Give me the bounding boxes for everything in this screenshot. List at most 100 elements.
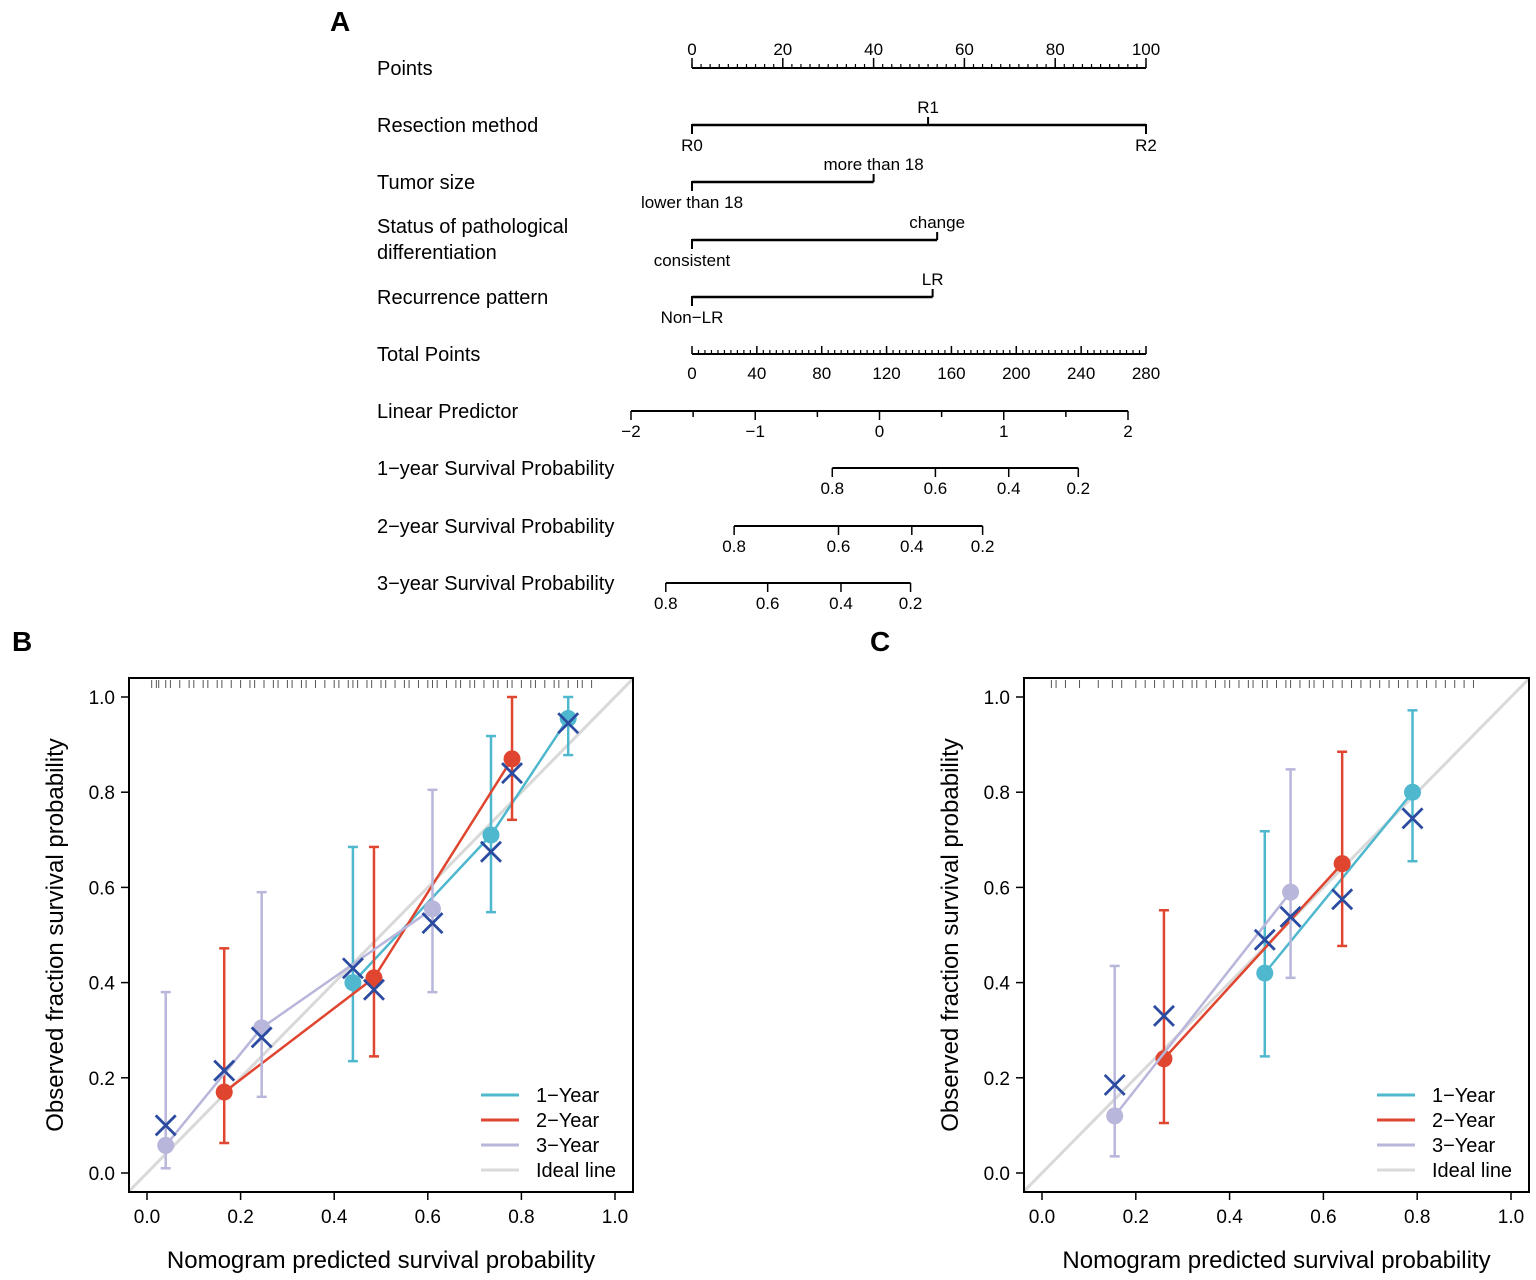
tick-label: 40	[864, 40, 883, 59]
tick-label: −2	[621, 422, 640, 441]
observed-x-marker	[1279, 905, 1302, 928]
tick-label: 0.2	[1066, 479, 1090, 498]
factor-level-label: consistent	[654, 251, 731, 270]
x-tick-label: 1.0	[1498, 1207, 1524, 1228]
tick-label: 0	[687, 364, 696, 383]
y-tick-label: 0.8	[89, 783, 115, 804]
axis-points: 0 20 40 60 80 100	[687, 40, 1160, 69]
nomogram-row-label-points: Points	[377, 58, 433, 80]
legend-label: 2−Year	[536, 1110, 600, 1132]
tick-label: 120	[872, 364, 900, 383]
observed-x-marker	[479, 840, 502, 863]
calibration-point	[1256, 964, 1274, 982]
series-2-year	[215, 695, 521, 1145]
tick-label: 0.2	[971, 537, 995, 556]
plot-frame	[1023, 677, 1530, 1193]
tick-label: 1	[999, 422, 1008, 441]
x-tick-label: 0.2	[227, 1207, 253, 1228]
observed-x-marker	[213, 1059, 236, 1082]
y-tick-label: 0.0	[89, 1164, 115, 1185]
tick-label: 2	[1123, 422, 1132, 441]
tick-label: 0.6	[827, 537, 851, 556]
factor-level-label: change	[909, 213, 965, 232]
calibration-point	[344, 974, 362, 992]
panel-label-c: C	[870, 626, 890, 657]
tick-label: −1	[746, 422, 765, 441]
calibration-line	[1113, 891, 1292, 1117]
series-1-year	[1256, 709, 1422, 1058]
calibration-point	[503, 750, 521, 768]
tick-label: 40	[747, 364, 766, 383]
panel-label-a: A	[330, 6, 350, 37]
plot-frame	[128, 677, 634, 1193]
calibration-point	[1155, 1050, 1173, 1068]
legend-label: Ideal line	[1432, 1160, 1512, 1182]
y-tick-label: 0.0	[984, 1164, 1010, 1185]
factor-level-label: R2	[1135, 136, 1157, 155]
x-tick-label: 0.8	[508, 1207, 534, 1228]
legend: 1−Year 2−Year 3−Year Ideal line	[481, 1085, 616, 1182]
x-tick-label: 0.0	[1029, 1207, 1055, 1228]
legend-label: 3−Year	[1432, 1135, 1496, 1157]
tick-label: 0.6	[924, 479, 948, 498]
factor-level-label: lower than 18	[641, 193, 743, 212]
observed-x-marker	[421, 912, 444, 935]
calibration-point	[1404, 783, 1422, 801]
observed-markers	[1103, 807, 1424, 1096]
x-tick-label: 0.0	[134, 1207, 160, 1228]
calibration-point	[1282, 883, 1300, 901]
calibration-plot-b: 0.0 0.2 0.4 0.6 0.8 1.0 0.0 0.2 0.4 0.6 0.8 1.0 Nomo…	[42, 677, 634, 1274]
legend-label: 3−Year	[536, 1135, 600, 1157]
y-tick-label: 1.0	[89, 688, 115, 709]
factor-level-label: LR	[922, 270, 944, 289]
calibration-point	[253, 1019, 271, 1037]
series-3-year	[157, 788, 441, 1170]
legend: 1−Year 2−Year 3−Year Ideal line	[1377, 1085, 1512, 1182]
observed-x-marker	[362, 978, 385, 1001]
tick-label: 0.2	[899, 594, 923, 613]
tick-label: 0.4	[829, 594, 853, 613]
series-3-year	[1106, 768, 1300, 1158]
rug-ticks	[1050, 680, 1474, 688]
x-tick-label: 0.2	[1123, 1207, 1149, 1228]
calibration-point	[1106, 1107, 1124, 1125]
factor-level-label: more than 18	[824, 155, 924, 174]
calibration-point	[365, 969, 383, 987]
axis-3-year-survival-probability: 0.8 0.6 0.4 0.2	[654, 582, 923, 613]
nomogram-row-label-tumor-size: Tumor size	[377, 172, 475, 194]
y-tick-label: 0.4	[984, 974, 1011, 995]
y-tick-label: 0.6	[984, 878, 1010, 899]
tick-label: 240	[1067, 364, 1095, 383]
y-tick-label: 0.4	[89, 974, 116, 995]
observed-x-marker	[501, 762, 524, 785]
axis-2-year-survival-probability: 0.8 0.6 0.4 0.2	[722, 525, 995, 556]
x-tick-label: 0.4	[321, 1207, 348, 1228]
nomogram-row-label-recurrence-pattern: Recurrence pattern	[377, 287, 548, 309]
x-axis-label: Nomogram predicted survival probability	[167, 1247, 595, 1274]
observed-x-marker	[1253, 928, 1276, 951]
nomogram-row-label-2-year-survival-probability: 2−year Survival Probability	[377, 516, 614, 538]
observed-x-marker	[341, 957, 364, 980]
legend-label: 1−Year	[536, 1085, 600, 1107]
tick-label: 80	[1046, 40, 1065, 59]
y-axis-label: Observed fraction survival probability	[42, 738, 69, 1132]
panel-label-b: B	[12, 626, 32, 657]
x-tick-label: 0.6	[1310, 1207, 1336, 1228]
legend-label: Ideal line	[536, 1160, 616, 1182]
tick-label: 0.4	[900, 537, 924, 556]
nomogram-row-label-1-year-survival-probability: 1−year Survival Probability	[377, 458, 614, 480]
calibration-line	[1163, 862, 1344, 1060]
tick-label: 0.8	[654, 594, 678, 613]
observed-x-marker	[1152, 1004, 1175, 1027]
tick-label: 0.4	[997, 479, 1021, 498]
tick-label: 0	[687, 40, 696, 59]
calibration-plot-c: 0.0 0.2 0.4 0.6 0.8 1.0 0.0 0.2 0.4 0.6 0.8 1.0 Nomo…	[937, 677, 1530, 1274]
observed-x-marker	[250, 1026, 273, 1049]
observed-x-marker	[1103, 1073, 1126, 1096]
tick-label: 100	[1132, 40, 1160, 59]
calibration-point	[559, 709, 577, 727]
observed-x-marker	[1331, 888, 1354, 911]
observed-markers	[154, 712, 580, 1137]
factor-level-label: R0	[681, 136, 703, 155]
